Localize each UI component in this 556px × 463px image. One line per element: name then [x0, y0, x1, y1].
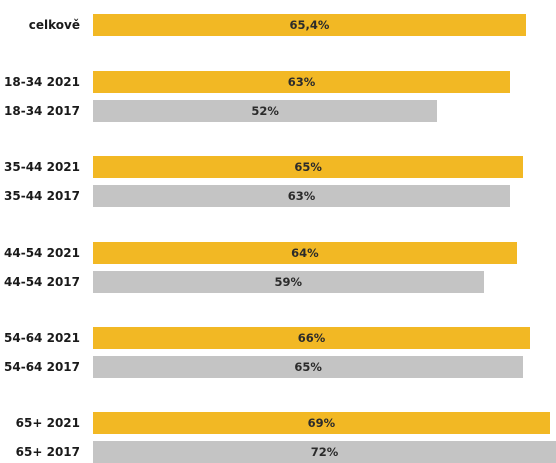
category-label: 54-64 2021: [4, 331, 80, 345]
bar-2021: [93, 156, 524, 178]
bar-value-label: 66%: [297, 331, 326, 345]
bar-2021: [93, 327, 530, 349]
bar-2021: [93, 242, 517, 264]
bar-value-label: 65%: [294, 160, 322, 174]
bar-overall: [93, 14, 526, 36]
category-label: 35-44 2021: [4, 160, 80, 174]
category-label: celkově: [28, 18, 80, 32]
bar-2017: [93, 100, 438, 122]
bar-value-label: 52%: [251, 104, 279, 118]
bar-value-label: 69%: [307, 416, 336, 430]
category-label: 44-54 2021: [4, 246, 80, 260]
category-label: 18-34 2017: [4, 104, 80, 118]
bar-2021: [93, 71, 511, 93]
bar-2017: [93, 356, 524, 378]
bar-value-label: 63%: [287, 75, 316, 89]
category-label: 44-54 2017: [4, 275, 80, 289]
bar-value-label: 65%: [294, 360, 322, 374]
bar-2017: [93, 185, 511, 207]
bar-value-label: 59%: [274, 275, 303, 289]
category-label: 35-44 2017: [4, 189, 80, 203]
bar-value-label: 63%: [287, 189, 316, 203]
bar-value-label: 72%: [310, 445, 339, 459]
category-label: 18-34 2021: [4, 75, 80, 89]
bar-2021: [93, 412, 550, 434]
bar-value-label: 64%: [291, 246, 319, 260]
bar-value-label: 65,4%: [289, 18, 330, 32]
bar-2017: [93, 441, 556, 463]
category-label: 65+ 2017: [15, 445, 80, 459]
category-label: 54-64 2017: [4, 360, 80, 374]
bar-2017: [93, 271, 484, 293]
category-label: 65+ 2021: [15, 416, 80, 430]
